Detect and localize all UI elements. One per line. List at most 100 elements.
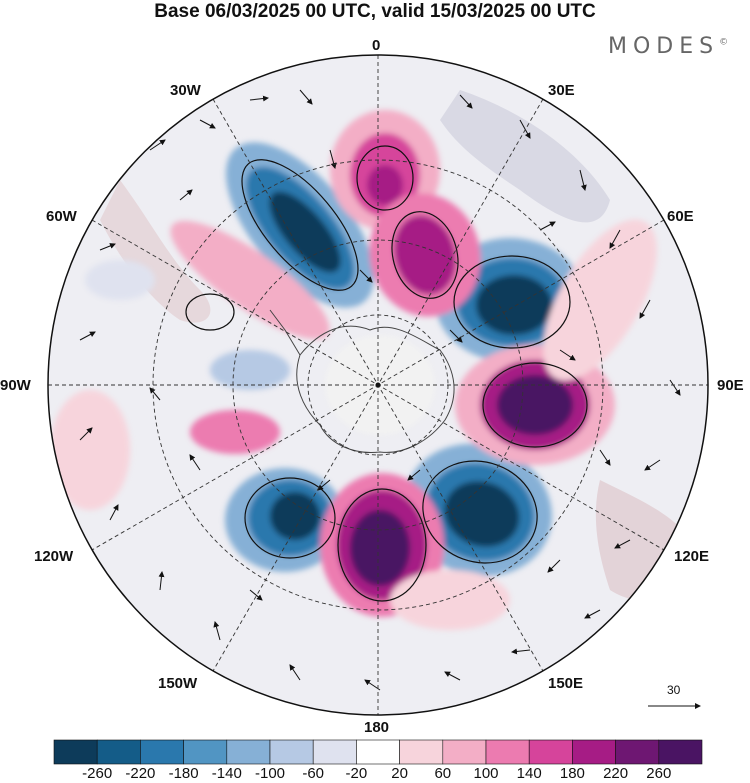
land-africa xyxy=(440,90,610,223)
colorbar-swatch xyxy=(140,739,184,765)
wind-vector xyxy=(99,243,116,251)
lon-label-90e: 90E xyxy=(717,377,744,394)
colorbar-tick-label: 260 xyxy=(646,765,672,782)
anomaly-fields xyxy=(50,110,657,630)
colorbar-swatch xyxy=(485,739,530,765)
colorbar-tick-label: 100 xyxy=(473,765,499,782)
wind-vector xyxy=(614,539,631,549)
wind-vector xyxy=(364,679,381,691)
wind-vector xyxy=(79,331,96,341)
wind-vector xyxy=(299,89,313,105)
colorbar-tick-label: 60 xyxy=(434,765,452,782)
wind-vector xyxy=(599,449,611,466)
wind-vector xyxy=(189,454,201,471)
lon-label-30e: 30E xyxy=(548,82,575,99)
colorbar-tick-label: -140 xyxy=(211,765,242,782)
high-anomaly-amundsen xyxy=(190,410,280,454)
map-title: Base 06/03/2025 00 UTC, valid 15/03/2025… xyxy=(154,1,596,22)
colorbar-tick-label: 20 xyxy=(391,765,408,782)
wind-vector xyxy=(609,229,621,249)
antarctic-peninsula xyxy=(269,309,301,356)
map-boundary xyxy=(47,54,709,716)
high-anomaly-east-center xyxy=(497,375,573,435)
contour-line xyxy=(356,145,414,211)
contour-line xyxy=(241,159,359,291)
wind-vector xyxy=(539,221,556,231)
lon-label-0: 0 xyxy=(372,37,381,54)
colorbar-swatch xyxy=(572,739,616,765)
wind-vector xyxy=(289,664,301,681)
colorbar-swatch xyxy=(183,739,228,765)
antarctica-coastline xyxy=(296,325,455,454)
wind-vector xyxy=(179,189,193,201)
low-anomaly-pacific-center xyxy=(270,492,320,540)
wind-vector xyxy=(79,427,93,441)
colorbar-tick-label: -260 xyxy=(82,765,113,782)
low-anomaly-south-atlantic-center xyxy=(269,191,341,273)
wind-vector xyxy=(407,469,421,481)
colorbar-swatch xyxy=(312,739,357,765)
wind-vector xyxy=(149,387,161,401)
wind-vector xyxy=(249,95,269,102)
wind-vector xyxy=(644,459,661,471)
colorbar-swatch xyxy=(528,739,573,765)
high-anomaly-southeast xyxy=(390,570,510,630)
lon-label-30w: 30W xyxy=(170,82,201,99)
lon-label-90w: 90W xyxy=(0,377,31,394)
wind-vector xyxy=(511,648,531,655)
wind-vector xyxy=(584,609,601,619)
lon-label-180: 180 xyxy=(364,719,390,736)
high-anomaly-north-center xyxy=(367,165,403,205)
colorbar-swatch xyxy=(658,739,703,765)
wind-vector xyxy=(329,149,337,169)
copyright-mark: © xyxy=(719,37,729,48)
colorbar-tick-label: -100 xyxy=(254,765,286,782)
wind-vector xyxy=(317,479,331,491)
wind-vector xyxy=(158,571,165,591)
lon-label-60w: 60W xyxy=(46,208,77,225)
wind-vector xyxy=(669,379,681,396)
wind-vector xyxy=(109,504,119,521)
wind-vector xyxy=(559,349,576,361)
contour-line xyxy=(453,255,571,349)
colorbar xyxy=(53,739,703,765)
modes-logo-text: MODES xyxy=(608,34,720,59)
lon-label-120w: 120W xyxy=(34,548,74,565)
wind-vectors xyxy=(79,89,681,691)
contour-line xyxy=(244,477,336,559)
wind-vector xyxy=(199,119,216,129)
contour-line xyxy=(337,488,427,602)
wind-vector xyxy=(519,119,531,139)
wind-vector xyxy=(444,671,461,681)
contour-line xyxy=(482,362,588,448)
wind-vector xyxy=(213,621,221,641)
wind-vector xyxy=(359,269,373,283)
colorbar-swatch xyxy=(615,739,660,765)
land-south-america xyxy=(100,180,211,323)
high-anomaly-weddell-core xyxy=(394,215,456,295)
wind-vector xyxy=(249,589,263,601)
colorbar-swatch xyxy=(53,739,98,765)
lon-label-120e: 120E xyxy=(674,548,710,565)
colorbar-tick-label: 180 xyxy=(559,765,585,782)
contour-line xyxy=(422,460,538,564)
south-pole-marker xyxy=(375,382,381,388)
modes-logo: MODES© xyxy=(608,34,728,59)
colorbar-tick-label: 220 xyxy=(603,765,629,782)
map-field xyxy=(48,55,708,715)
low-anomaly-far-west xyxy=(85,260,155,300)
wind-vector xyxy=(459,94,473,109)
reference-vector-label: 30 xyxy=(667,683,681,697)
low-anomaly-bellingshausen xyxy=(210,350,290,390)
colorbar-tick-label: -20 xyxy=(345,765,368,782)
colorbar-swatch xyxy=(442,739,487,765)
high-anomaly-ross-center xyxy=(350,510,410,586)
lon-label-150e: 150E xyxy=(548,675,584,692)
lon-label-60e: 60E xyxy=(667,208,694,225)
colorbar-tick-label: -220 xyxy=(125,765,156,782)
colorbar-swatch xyxy=(269,739,314,765)
wind-vector xyxy=(449,329,463,343)
colorbar-swatch xyxy=(356,739,400,765)
contour-line xyxy=(391,211,459,299)
